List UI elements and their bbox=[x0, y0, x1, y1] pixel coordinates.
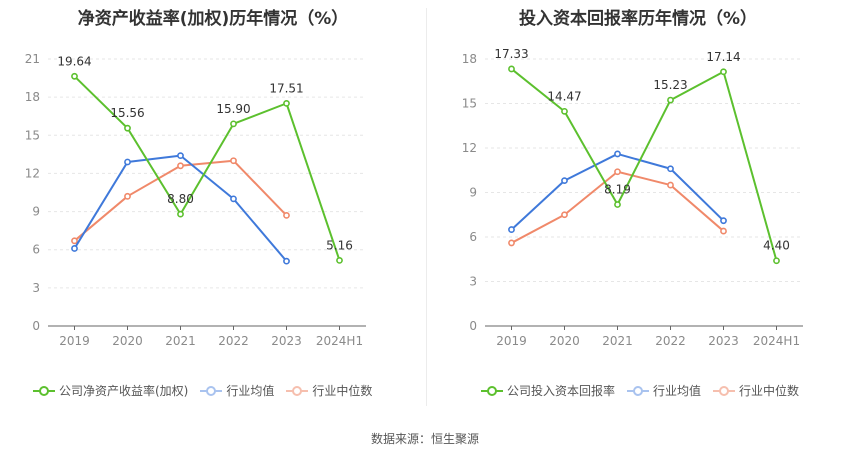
y-tick-label: 15 bbox=[462, 97, 477, 111]
legend-swatch-company bbox=[481, 385, 503, 397]
legend-item-industry-median[interactable]: 行业中位数 bbox=[286, 382, 372, 399]
x-tick-label: 2024H1 bbox=[753, 334, 800, 348]
data-point bbox=[614, 201, 621, 208]
data-label: 8.80 bbox=[167, 192, 194, 206]
data-point bbox=[614, 150, 621, 158]
data-point bbox=[71, 72, 78, 80]
x-tick-label: 2021 bbox=[602, 334, 633, 348]
x-tick-label: 2020 bbox=[112, 334, 143, 348]
data-point bbox=[720, 227, 727, 235]
series-line bbox=[73, 75, 341, 261]
y-tick-label: 9 bbox=[32, 205, 40, 219]
data-point bbox=[614, 168, 621, 176]
data-point bbox=[230, 195, 237, 203]
data-label: 15.23 bbox=[653, 78, 687, 92]
y-tick-label: 0 bbox=[469, 319, 477, 333]
x-tick-label: 2022 bbox=[655, 334, 686, 348]
left-legend: 公司净资产收益率(加权) 行业均值 行业中位数 bbox=[33, 382, 372, 399]
x-tick-label: 2019 bbox=[496, 334, 527, 348]
y-tick-label: 21 bbox=[25, 52, 40, 66]
right-chart-title: 投入资本回报率历年情况（%） bbox=[518, 9, 758, 29]
left-chart-title: 净资产收益率(加权)历年情况（%） bbox=[77, 9, 349, 29]
y-tick-label: 18 bbox=[25, 90, 40, 104]
data-label: 14.47 bbox=[547, 89, 581, 103]
data-source-note: 数据来源：恒生聚源 bbox=[370, 432, 479, 446]
data-point bbox=[71, 245, 78, 252]
y-tick-label: 3 bbox=[32, 281, 40, 295]
y-tick-label: 18 bbox=[462, 52, 477, 66]
data-point bbox=[667, 165, 674, 173]
data-point bbox=[561, 177, 568, 185]
data-point bbox=[667, 96, 674, 104]
data-point bbox=[124, 158, 131, 166]
data-point bbox=[283, 211, 290, 219]
data-label: 17.51 bbox=[269, 81, 303, 95]
data-point bbox=[773, 257, 780, 265]
data-point bbox=[177, 162, 184, 170]
data-point bbox=[336, 256, 343, 264]
legend-label: 行业中位数 bbox=[312, 384, 373, 398]
data-point bbox=[177, 210, 184, 218]
x-tick-label: 2023 bbox=[708, 334, 739, 348]
data-point bbox=[124, 124, 131, 132]
data-point bbox=[720, 68, 727, 76]
x-tick-label: 2021 bbox=[165, 334, 196, 348]
data-point bbox=[283, 99, 290, 107]
data-point bbox=[508, 65, 515, 73]
legend-item-industry-median[interactable]: 行业中位数 bbox=[713, 382, 799, 399]
x-tick-label: 2020 bbox=[549, 334, 580, 348]
y-tick-label: 6 bbox=[469, 230, 477, 244]
y-tick-label: 15 bbox=[25, 128, 40, 142]
left-line-chart: 0 3 6 9 12 15 18 21 2019 2020 2021 2022 2023 2024H1 19… bbox=[25, 52, 366, 348]
data-point bbox=[177, 152, 184, 160]
data-label: 17.14 bbox=[706, 50, 740, 64]
legend-label: 行业中位数 bbox=[739, 384, 800, 398]
legend-label: 公司投入资本回报率 bbox=[507, 384, 616, 398]
data-label: 8.19 bbox=[604, 183, 631, 197]
legend-item-company[interactable]: 公司投入资本回报率 bbox=[481, 382, 615, 399]
legend-label: 公司净资产收益率(加权) bbox=[59, 384, 189, 398]
y-tick-label: 3 bbox=[469, 275, 477, 289]
data-point bbox=[124, 192, 131, 200]
x-tick-label: 2023 bbox=[271, 334, 302, 348]
data-label: 15.90 bbox=[216, 102, 250, 116]
legend-swatch-company bbox=[33, 385, 55, 397]
data-label: 19.64 bbox=[57, 54, 91, 68]
data-point bbox=[508, 226, 515, 233]
data-label: 17.33 bbox=[494, 47, 528, 61]
y-tick-label: 12 bbox=[462, 141, 477, 155]
legend-item-industry-mean[interactable]: 行业均值 bbox=[627, 382, 701, 399]
legend-swatch-industry-median bbox=[713, 385, 736, 397]
data-point bbox=[230, 120, 237, 128]
legend-swatch-industry-mean bbox=[200, 385, 223, 397]
y-tick-label: 0 bbox=[32, 319, 40, 333]
legend-swatch-industry-median bbox=[286, 385, 309, 397]
legend-label: 行业均值 bbox=[653, 384, 702, 398]
series-line bbox=[510, 68, 778, 262]
legend-label: 行业均值 bbox=[226, 384, 275, 398]
data-point bbox=[283, 257, 290, 265]
x-tick-label: 2019 bbox=[59, 334, 90, 348]
legend-item-company[interactable]: 公司净资产收益率(加权) bbox=[33, 382, 188, 399]
x-tick-label: 2022 bbox=[218, 334, 249, 348]
y-tick-label: 12 bbox=[25, 166, 40, 180]
data-point bbox=[230, 157, 237, 165]
data-label: 5.16 bbox=[326, 238, 353, 252]
data-point bbox=[71, 237, 78, 245]
data-label: 15.56 bbox=[110, 106, 144, 120]
data-point bbox=[720, 217, 727, 225]
data-point bbox=[667, 181, 674, 189]
legend-item-industry-mean[interactable]: 行业均值 bbox=[200, 382, 274, 399]
chart-divider bbox=[426, 8, 427, 406]
data-point bbox=[561, 107, 568, 115]
y-tick-label: 9 bbox=[469, 186, 477, 200]
data-point bbox=[508, 239, 515, 247]
legend-swatch-industry-mean bbox=[627, 385, 650, 397]
right-legend: 公司投入资本回报率 行业均值 行业中位数 bbox=[481, 382, 799, 399]
data-label: 4.40 bbox=[763, 239, 790, 253]
y-tick-label: 6 bbox=[32, 243, 40, 257]
x-tick-label: 2024H1 bbox=[316, 334, 363, 348]
data-point bbox=[561, 211, 568, 219]
